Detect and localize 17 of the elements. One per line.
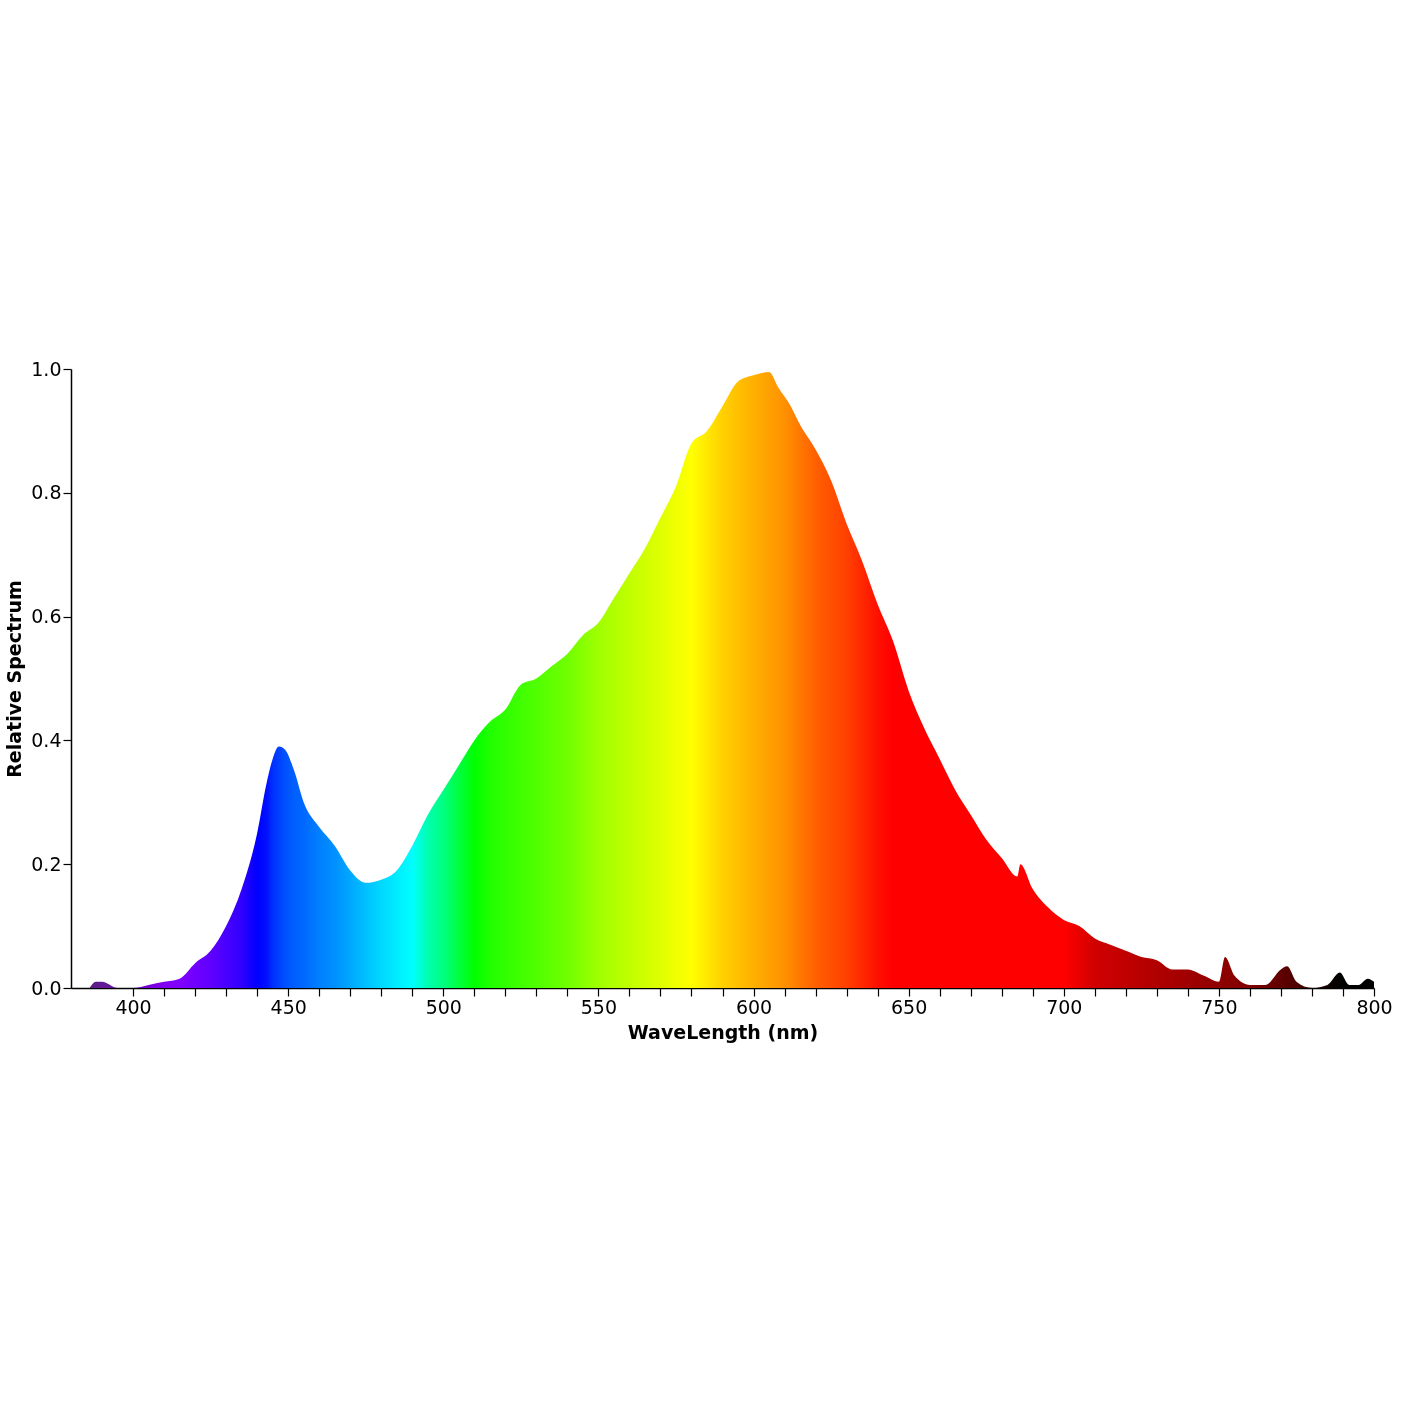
x-tick-label: 600	[735, 995, 773, 1018]
x-tick-label: 700	[1046, 995, 1083, 1018]
x-tick-label: 650	[891, 995, 928, 1018]
y-tick-label: 0.6	[31, 605, 62, 628]
x-tick-label: 750	[1201, 995, 1238, 1018]
x-axis-title: WaveLength (nm)	[627, 1020, 819, 1043]
x-tick-label: 400	[115, 995, 152, 1018]
y-tick-label: 0.2	[31, 852, 62, 875]
x-tick-label: 800	[1356, 995, 1393, 1018]
y-tick-label: 1.0	[31, 357, 62, 380]
y-tick-label: 0.8	[31, 481, 62, 504]
y-tick-label: 0.0	[31, 976, 62, 999]
x-tick-label: 550	[580, 995, 618, 1018]
x-tick-label: 450	[270, 995, 307, 1018]
x-tick-label: 500	[425, 995, 462, 1018]
y-tick-label: 0.4	[31, 728, 62, 751]
y-axis-title: Relative Spectrum	[3, 580, 26, 778]
